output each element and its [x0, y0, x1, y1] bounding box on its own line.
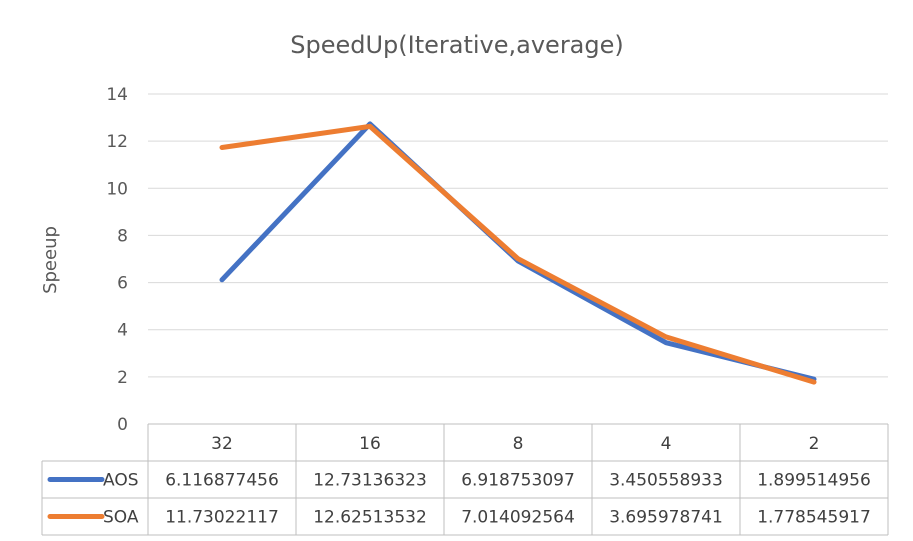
x-tick-label: 16: [359, 434, 381, 454]
y-tick-labels: 0 2 4 6 8 10 12 14: [106, 85, 128, 435]
y-axis-label: Speeup: [40, 226, 61, 294]
data-cell: 1.899514956: [757, 471, 871, 491]
data-cell: 6.116877456: [165, 471, 279, 491]
data-cell: 12.62513532: [313, 508, 427, 528]
data-cell: 1.778545917: [757, 508, 871, 528]
legend-label-aos: AOS: [103, 471, 139, 491]
series-line-aos: [219, 121, 817, 382]
x-tick-label: 2: [809, 434, 820, 454]
y-tick-label: 12: [106, 132, 128, 152]
chart-title: SpeedUp(Iterative,average): [290, 31, 624, 59]
y-tick-label: 8: [117, 226, 128, 246]
y-tick-label: 6: [117, 274, 128, 294]
y-tick-label: 2: [117, 368, 128, 388]
data-cell: 6.918753097: [461, 471, 575, 491]
x-tick-label: 32: [211, 434, 233, 454]
data-cell: 11.73022117: [165, 508, 279, 528]
series-lines: [219, 121, 817, 385]
y-tick-label: 14: [106, 85, 128, 105]
data-cell: 3.450558933: [609, 471, 723, 491]
data-cell: 3.695978741: [609, 508, 723, 528]
data-cell: 7.014092564: [461, 508, 575, 528]
x-tick-label: 4: [661, 434, 672, 454]
data-table: 32 16 8 4 2 AOS 6.116877456 12.73136323 6.918753…: [41, 423, 889, 536]
data-cell: 12.73136323: [313, 471, 427, 491]
y-tick-label: 10: [106, 179, 128, 199]
x-tick-label: 8: [513, 434, 524, 454]
gridlines: [148, 93, 888, 378]
series-line-soa: [219, 123, 817, 385]
y-tick-label: 0: [117, 415, 128, 435]
legend-label-soa: SOA: [103, 508, 139, 528]
y-tick-label: 4: [117, 321, 128, 341]
